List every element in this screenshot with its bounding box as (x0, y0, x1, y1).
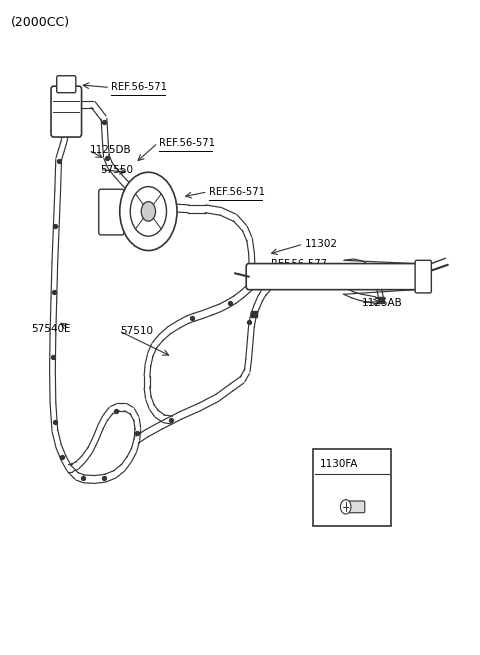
Text: 1125DB: 1125DB (90, 145, 132, 155)
Text: REF.56-571: REF.56-571 (159, 138, 215, 148)
Circle shape (340, 500, 351, 514)
Text: 1125AB: 1125AB (362, 298, 402, 308)
Circle shape (130, 187, 167, 236)
Text: 57550: 57550 (101, 164, 133, 175)
FancyBboxPatch shape (99, 189, 124, 235)
Text: 57540E: 57540E (31, 324, 71, 334)
Text: (2000CC): (2000CC) (11, 16, 70, 29)
Text: 1130FA: 1130FA (320, 459, 359, 469)
Text: REF.56-577: REF.56-577 (271, 259, 327, 269)
FancyBboxPatch shape (51, 86, 82, 137)
Text: 11302: 11302 (304, 239, 337, 249)
FancyBboxPatch shape (57, 76, 76, 93)
FancyBboxPatch shape (415, 260, 432, 293)
Text: REF.56-571: REF.56-571 (209, 187, 265, 197)
Circle shape (141, 202, 156, 221)
FancyBboxPatch shape (343, 501, 365, 513)
Bar (312, 449, 391, 527)
Circle shape (120, 172, 177, 251)
Text: 57510: 57510 (120, 326, 153, 336)
FancyBboxPatch shape (246, 263, 420, 290)
Text: REF.56-571: REF.56-571 (111, 83, 167, 92)
